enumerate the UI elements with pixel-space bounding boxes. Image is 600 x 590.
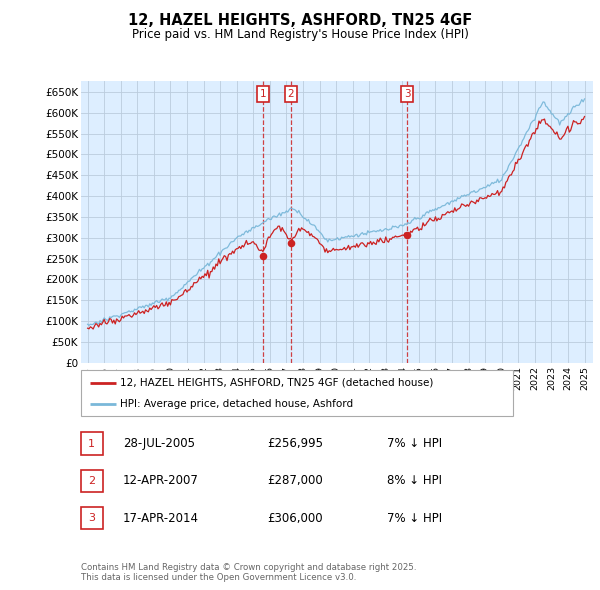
Text: 1: 1 (88, 439, 95, 448)
Text: 28-JUL-2005: 28-JUL-2005 (123, 437, 195, 450)
Text: Contains HM Land Registry data © Crown copyright and database right 2025.
This d: Contains HM Land Registry data © Crown c… (81, 563, 416, 582)
Text: 12-APR-2007: 12-APR-2007 (123, 474, 199, 487)
FancyBboxPatch shape (81, 370, 513, 416)
Text: 7% ↓ HPI: 7% ↓ HPI (387, 437, 442, 450)
Text: HPI: Average price, detached house, Ashford: HPI: Average price, detached house, Ashf… (120, 399, 353, 409)
Point (286, 238, 296, 248)
Text: 8% ↓ HPI: 8% ↓ HPI (387, 474, 442, 487)
Text: 12, HAZEL HEIGHTS, ASHFORD, TN25 4GF: 12, HAZEL HEIGHTS, ASHFORD, TN25 4GF (128, 13, 472, 28)
Text: £256,995: £256,995 (267, 437, 323, 450)
Text: 7% ↓ HPI: 7% ↓ HPI (387, 512, 442, 525)
Text: 2: 2 (288, 89, 295, 99)
Text: 3: 3 (88, 513, 95, 523)
Text: 2: 2 (88, 476, 95, 486)
Point (258, 251, 268, 260)
Text: £287,000: £287,000 (267, 474, 323, 487)
Text: 3: 3 (404, 89, 410, 99)
Text: 12, HAZEL HEIGHTS, ASHFORD, TN25 4GF (detached house): 12, HAZEL HEIGHTS, ASHFORD, TN25 4GF (de… (120, 378, 433, 388)
Text: 17-APR-2014: 17-APR-2014 (123, 512, 199, 525)
Point (403, 231, 412, 240)
Text: 1: 1 (259, 89, 266, 99)
Text: £306,000: £306,000 (267, 512, 323, 525)
Text: Price paid vs. HM Land Registry's House Price Index (HPI): Price paid vs. HM Land Registry's House … (131, 28, 469, 41)
